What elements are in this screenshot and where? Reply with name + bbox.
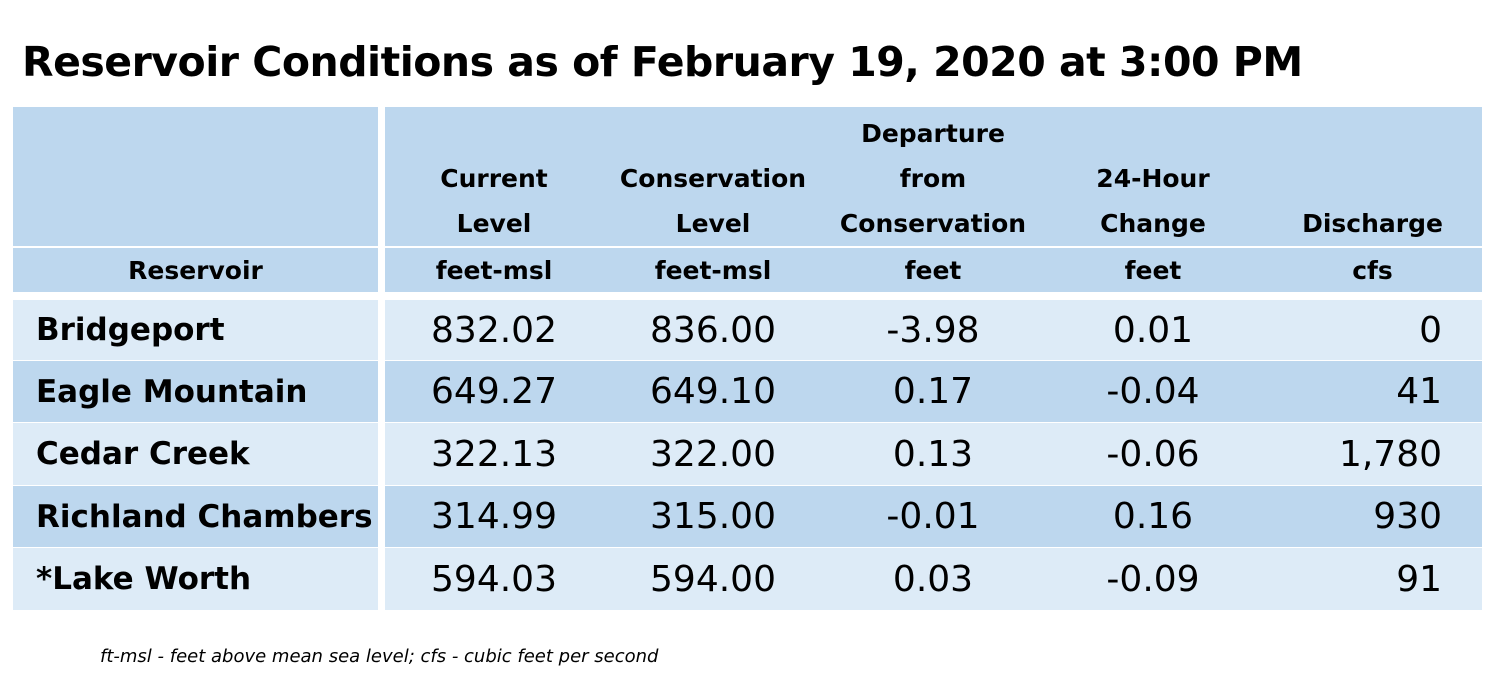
row-lake-worth-discharge: 91 (1263, 548, 1482, 610)
header-reservoir-label: Reservoir (13, 248, 378, 292)
header-conservation-level-line-2: Conservation (619, 164, 807, 193)
row-lake-worth-name: *Lake Worth (13, 548, 378, 610)
header-conservation-level-line-3: Level (675, 209, 751, 238)
header-current-level-line-3: Level (456, 209, 532, 238)
row-cedar-creek-conservation: 322.00 (603, 423, 823, 485)
unit-24-hour-change: feet (1043, 248, 1263, 292)
header-reservoir-blank (13, 107, 378, 246)
unit-departure: feet (823, 248, 1043, 292)
row-richland-chambers-conservation: 315.00 (603, 486, 823, 547)
header-departure-line-3: Conservation (839, 209, 1027, 238)
row-richland-chambers-name: Richland Chambers (13, 486, 378, 547)
row-cedar-creek-departure: 0.13 (823, 423, 1043, 485)
row-bridgeport-conservation: 836.00 (603, 300, 823, 360)
row-cedar-creek-name: Cedar Creek (13, 423, 378, 485)
header-departure: Departure from Conservation (823, 107, 1043, 246)
row-richland-chambers-discharge: 930 (1263, 486, 1482, 547)
row-bridgeport-departure: -3.98 (823, 300, 1043, 360)
row-richland-chambers-departure: -0.01 (823, 486, 1043, 547)
footnote: ft-msl - feet above mean sea level; cfs … (100, 646, 659, 667)
row-richland-chambers-change: 0.16 (1043, 486, 1263, 547)
unit-current-level: feet-msl (385, 248, 603, 292)
row-lake-worth-change: -0.09 (1043, 548, 1263, 610)
header-discharge: Discharge (1263, 107, 1482, 246)
header-24-hour-change-line-3: Change (1100, 209, 1206, 238)
row-richland-chambers-current: 314.99 (385, 486, 603, 547)
row-lake-worth-current: 594.03 (385, 548, 603, 610)
header-24-hour-change-line-2: 24-Hour (1096, 164, 1210, 193)
header-conservation-level: Conservation Level (603, 107, 823, 246)
row-lake-worth-departure: 0.03 (823, 548, 1043, 610)
row-eagle-mountain-departure: 0.17 (823, 361, 1043, 422)
row-bridgeport-name: Bridgeport (13, 300, 378, 360)
row-bridgeport-current: 832.02 (385, 300, 603, 360)
header-24-hour-change: 24-Hour Change (1043, 107, 1263, 246)
header-departure-line-1: Departure (861, 119, 1005, 148)
row-eagle-mountain-discharge: 41 (1263, 361, 1482, 422)
row-bridgeport-change: 0.01 (1043, 300, 1263, 360)
header-current-level-line-2: Current (440, 164, 548, 193)
row-eagle-mountain-conservation: 649.10 (603, 361, 823, 422)
row-eagle-mountain-name: Eagle Mountain (13, 361, 378, 422)
unit-conservation-level: feet-msl (603, 248, 823, 292)
row-eagle-mountain-change: -0.04 (1043, 361, 1263, 422)
row-eagle-mountain-current: 649.27 (385, 361, 603, 422)
row-cedar-creek-discharge: 1,780 (1263, 423, 1482, 485)
row-lake-worth-conservation: 594.00 (603, 548, 823, 610)
page-title: Reservoir Conditions as of February 19, … (22, 38, 1303, 86)
header-departure-line-2: from (899, 164, 967, 193)
row-cedar-creek-change: -0.06 (1043, 423, 1263, 485)
header-discharge-line-3: Discharge (1302, 209, 1443, 238)
reservoir-table: Current Level Conservation Level Departu… (13, 107, 1482, 610)
unit-discharge: cfs (1263, 248, 1482, 292)
header-current-level: Current Level (385, 107, 603, 246)
row-bridgeport-discharge: 0 (1263, 300, 1482, 360)
row-cedar-creek-current: 322.13 (385, 423, 603, 485)
